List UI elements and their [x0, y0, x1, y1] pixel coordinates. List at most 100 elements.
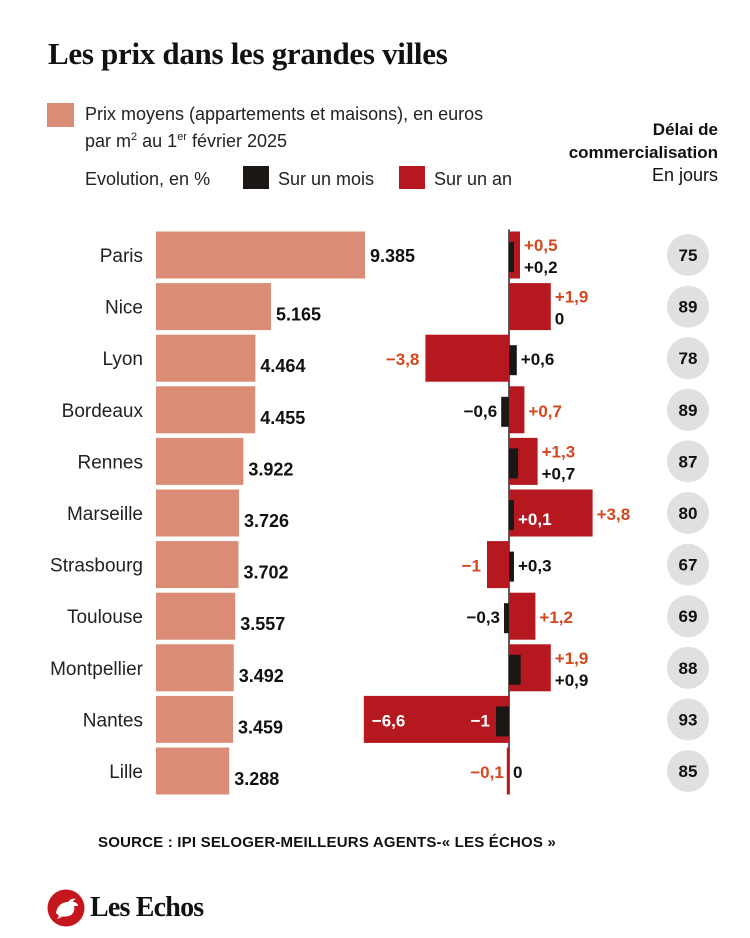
- month-change-bar: [509, 345, 517, 376]
- delai-value-label: 89: [679, 298, 698, 317]
- price-bar: [156, 695, 234, 743]
- year-change-bar: [487, 541, 509, 589]
- delai-circle: [667, 698, 709, 741]
- brand-logo: Les Echos: [47, 889, 204, 927]
- category-label: Lyon: [103, 349, 144, 370]
- year-change-label: −6,6: [372, 711, 406, 730]
- price-value-label: 3.557: [240, 614, 285, 634]
- month-change-label: +0,3: [518, 557, 552, 576]
- month-change-bar: [509, 551, 514, 582]
- delai-value-label: 93: [679, 710, 698, 729]
- price-bar: [156, 489, 239, 537]
- rooster-icon: [47, 889, 85, 927]
- year-change-bar: [363, 695, 509, 743]
- delai-circle: [667, 750, 709, 792]
- year-change-label: −1: [462, 557, 481, 576]
- delai-value-label: 69: [679, 607, 698, 626]
- legend-evolution-label: Evolution, en %: [85, 169, 211, 189]
- year-change-label: +1,9: [555, 649, 589, 668]
- year-change-label: +0,7: [528, 402, 562, 421]
- category-label: Nantes: [83, 710, 143, 731]
- category-label: Strasbourg: [50, 556, 143, 577]
- delai-circle: [667, 285, 709, 328]
- year-change-bar: [509, 489, 593, 537]
- month-change-label: +0,9: [555, 671, 589, 690]
- delai-value-label: 80: [679, 504, 698, 523]
- delai-circle: [667, 595, 709, 638]
- price-value-label: 3.726: [244, 511, 289, 531]
- source-note: SOURCE : IPI SELOGER-MEILLEURS AGENTS-« …: [98, 834, 557, 851]
- price-bar: [156, 541, 239, 589]
- delai-circle: [667, 492, 709, 534]
- category-label: Nice: [105, 298, 143, 319]
- legend-price-label: Prix moyens (appartements et maisons), e…: [85, 103, 483, 153]
- price-value-label: 3.702: [243, 563, 288, 583]
- price-value-label: 9.385: [370, 246, 415, 266]
- delai-value-label: 87: [679, 452, 698, 471]
- chart-area: Paris 9.385 +0,5 +0,2 75 Nice 5.165 +1,9 0 89 Lyon…: [50, 229, 709, 795]
- year-change-label: +1,3: [542, 442, 576, 461]
- price-bar: [156, 644, 234, 692]
- month-change-label: +0,2: [524, 258, 558, 277]
- year-change-bar: [509, 231, 520, 279]
- year-change-label: −3,8: [386, 350, 420, 369]
- delai-circle: [667, 388, 709, 431]
- month-change-label: 0: [513, 763, 522, 782]
- month-change-bar: [496, 706, 509, 737]
- legend-price-suffix: février 2025: [186, 131, 288, 151]
- price-bar: [156, 283, 272, 331]
- delai-value-label: 89: [679, 401, 698, 420]
- month-change-label: −0,3: [466, 608, 500, 627]
- category-label: Marseille: [67, 504, 143, 525]
- price-value-label: 3.922: [248, 459, 293, 479]
- price-bar: [156, 747, 230, 795]
- price-bar: [156, 334, 256, 382]
- price-value-label: 4.455: [260, 408, 305, 428]
- category-label: Paris: [100, 246, 143, 267]
- brand-name: Les Echos: [90, 892, 204, 923]
- price-bar: [156, 592, 236, 640]
- price-value-label: 4.464: [260, 356, 305, 376]
- delai-value-label: 88: [679, 659, 698, 678]
- month-change-bar: [509, 500, 514, 530]
- month-change-bar: [504, 603, 509, 634]
- delai-value-label: 78: [679, 349, 698, 368]
- delai-header: Délai de commercialisation En jours: [569, 118, 718, 187]
- year-change-label: +1,9: [555, 288, 589, 307]
- delai-title-line2: commercialisation: [568, 143, 718, 162]
- delai-circle: [667, 234, 709, 276]
- year-change-label: −0,1: [470, 763, 504, 782]
- category-label: Lille: [109, 762, 143, 783]
- legend-price-sup2: er: [177, 131, 187, 143]
- legend-price-prefix: par m: [85, 131, 132, 151]
- legend-price-line1: Prix moyens (appartements et maisons), e…: [85, 104, 484, 124]
- month-change-bar: [509, 242, 514, 272]
- price-value-label: 5.165: [276, 305, 321, 325]
- month-change-label: 0: [555, 310, 564, 329]
- year-change-bar: [509, 386, 525, 434]
- category-label: Montpellier: [50, 659, 144, 680]
- legend-price-sup: 2: [131, 131, 138, 143]
- price-value-label: 3.288: [234, 769, 279, 789]
- delai-circle: [667, 543, 709, 586]
- year-change-label: +3,8: [597, 505, 631, 524]
- category-label: Toulouse: [67, 607, 143, 628]
- legend-price-mid: au 1: [137, 131, 178, 151]
- legend-year-swatch: [399, 166, 425, 189]
- legend-month-swatch: [243, 166, 269, 189]
- category-label: Bordeaux: [62, 401, 144, 422]
- month-change-label: +0,6: [521, 350, 555, 369]
- legend-price-swatch: [47, 103, 74, 127]
- delai-unit: En jours: [651, 165, 718, 185]
- legend-month-label: Sur un mois: [278, 169, 375, 189]
- month-change-bar: [509, 654, 521, 685]
- legend-year-label: Sur un an: [434, 169, 513, 189]
- month-change-label: −1: [471, 711, 490, 730]
- delai-value-label: 75: [679, 246, 698, 265]
- delai-circle: [667, 337, 709, 380]
- year-change-label: +0,5: [524, 236, 558, 255]
- month-change-label: −0,6: [464, 402, 498, 421]
- year-change-bar: [425, 334, 509, 382]
- price-bar: [156, 231, 365, 279]
- month-change-label: +0,1: [518, 510, 552, 529]
